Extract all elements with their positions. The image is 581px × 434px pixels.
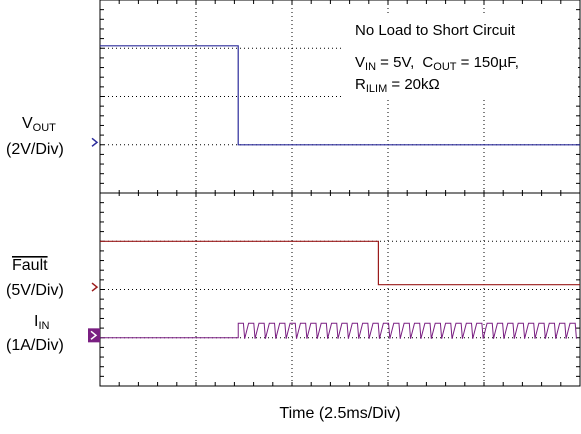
plot-frame <box>99 0 581 387</box>
iin-scale-label: (1A/Div) <box>6 337 64 354</box>
iin-ground-marker <box>88 328 100 343</box>
channel-markers <box>88 137 100 343</box>
vout-ground-marker <box>91 137 99 147</box>
fault-label: Fault <box>12 257 48 274</box>
vout-trace <box>100 45 580 146</box>
fault-scale-label: (5V/Div) <box>6 282 64 299</box>
vin-cout-annotation: VIN = 5V, COUT = 150µF, <box>355 54 519 73</box>
iin-trace <box>100 322 577 339</box>
chart-title: No Load to Short Circuit <box>355 22 516 39</box>
fault-trace <box>100 240 580 286</box>
iin-marker-arrow <box>90 330 98 340</box>
annotation-background <box>342 14 578 100</box>
rilim-annotation: RILIM = 20kΩ <box>355 76 440 95</box>
iin-label: IIN <box>34 313 50 332</box>
vout-label: VOUT <box>22 115 56 134</box>
vout-scale-label: (2V/Div) <box>6 141 64 158</box>
x-axis-label: Time (2.5ms/Div) <box>279 405 400 422</box>
fault-ground-marker <box>91 282 99 292</box>
